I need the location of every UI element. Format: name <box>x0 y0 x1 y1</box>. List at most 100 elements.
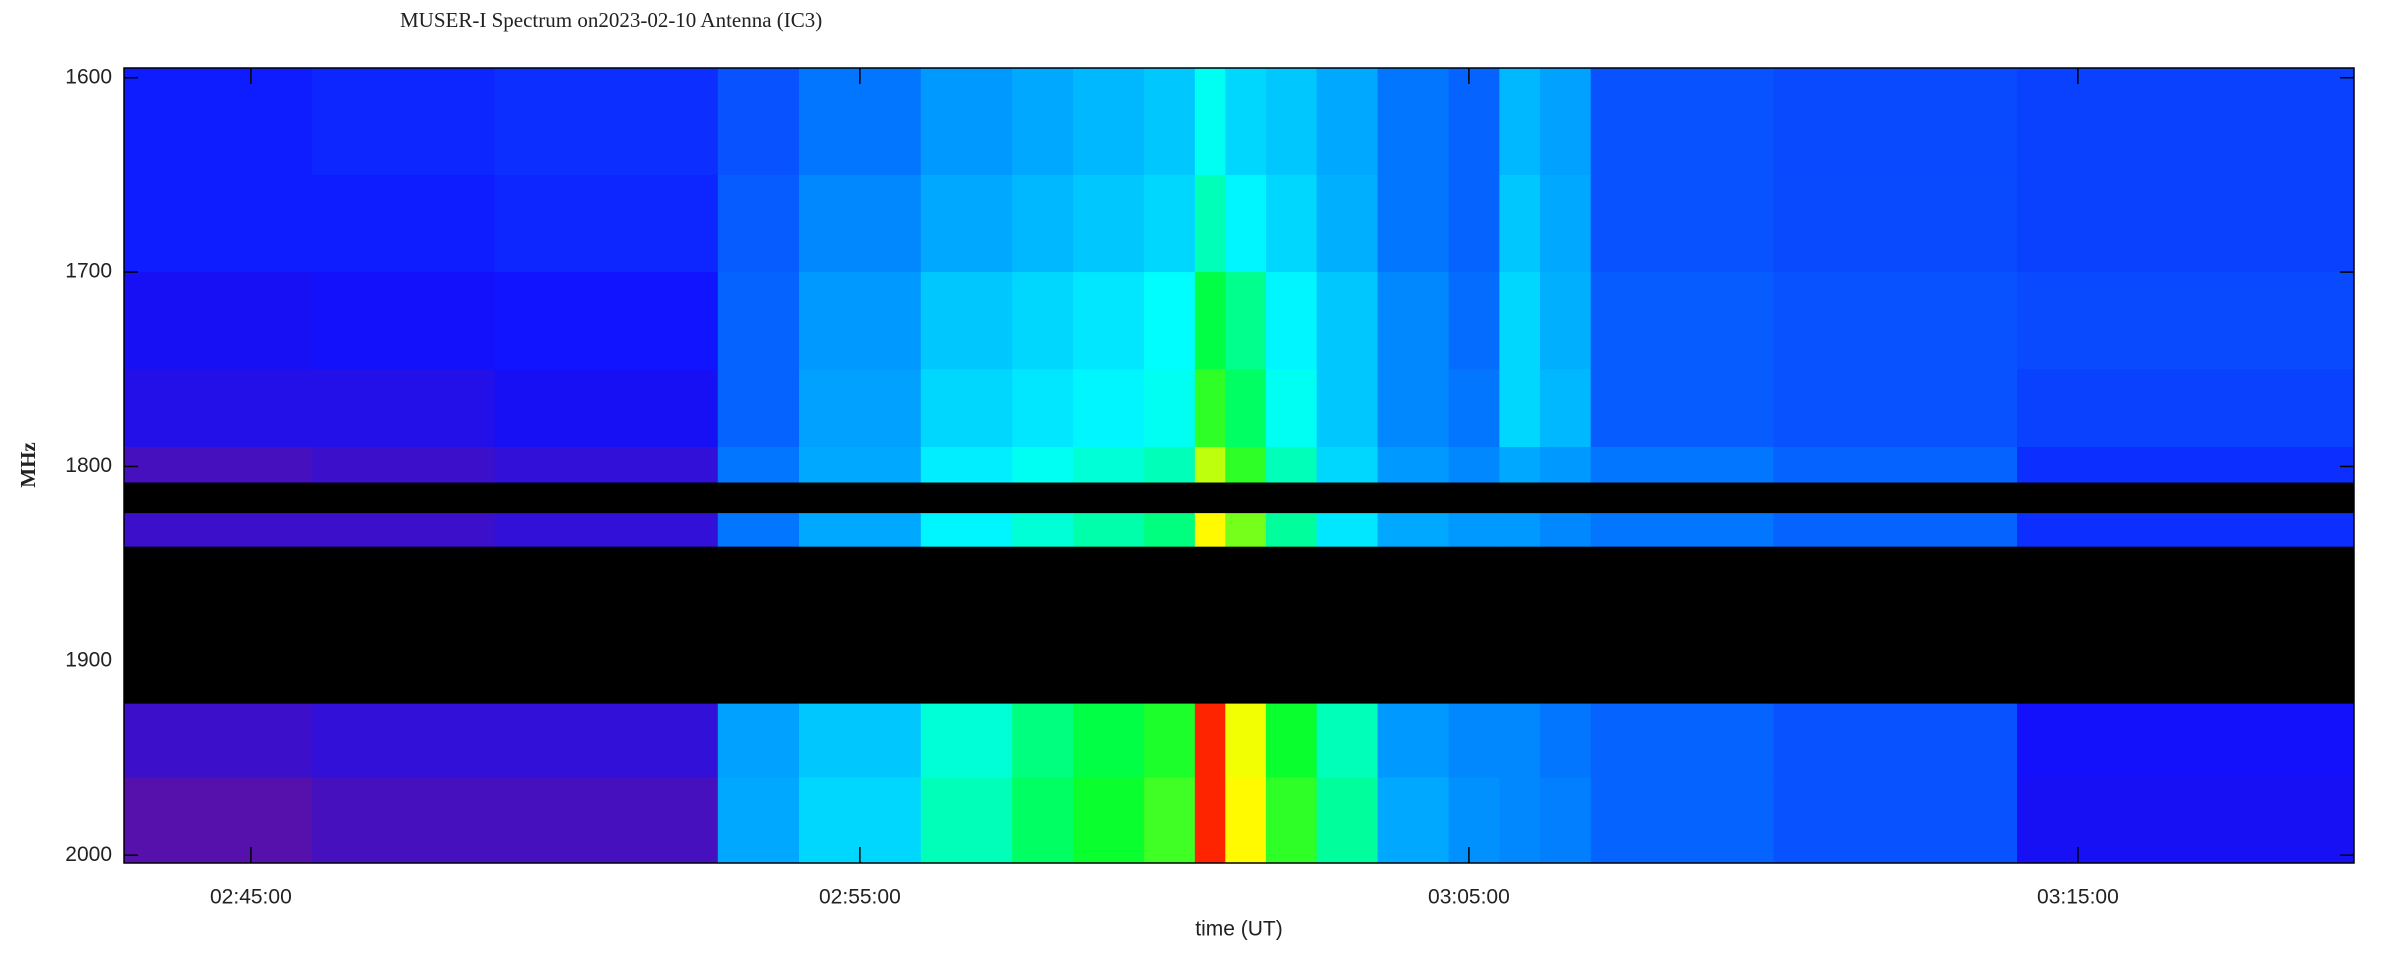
heatmap-cell <box>717 513 800 547</box>
heatmap-cell <box>1539 174 1592 273</box>
heatmap-cell <box>1377 369 1450 448</box>
heatmap-cell <box>1265 447 1318 483</box>
heatmap-cell <box>717 174 800 273</box>
heatmap-cell <box>124 703 313 778</box>
y-axis-label: MHz <box>16 442 40 487</box>
heatmap-cell <box>124 68 313 176</box>
heatmap-cell <box>1194 369 1226 448</box>
heatmap-cell <box>1539 703 1592 778</box>
heatmap-cell <box>1265 703 1318 778</box>
heatmap-cell <box>920 174 1013 273</box>
heatmap-cell <box>1073 68 1145 176</box>
heatmap-cell <box>1773 777 2018 864</box>
heatmap-cell <box>1194 777 1226 864</box>
heatmap-cell <box>920 68 1013 176</box>
heatmap-cell <box>717 777 800 864</box>
y-tick-label: 1700 <box>65 260 112 283</box>
heatmap-cell <box>311 447 495 483</box>
heatmap-cell <box>2017 447 2355 483</box>
heatmap-cell <box>1499 447 1541 483</box>
heatmap-cell <box>1144 68 1196 176</box>
heatmap-cell <box>1225 174 1267 273</box>
heatmap-cell <box>311 369 495 448</box>
chart-title: MUSER-I Spectrum on2023-02-10 Antenna (I… <box>400 8 822 32</box>
heatmap-cell <box>2017 777 2355 864</box>
heatmap-cell <box>1590 174 1774 273</box>
heatmap-cell <box>1499 703 1541 778</box>
heatmap-cell <box>311 68 495 176</box>
heatmap-cell <box>1073 369 1145 448</box>
heatmap-cell <box>311 272 495 370</box>
heatmap-cell <box>1073 447 1145 483</box>
heatmap-cell <box>1225 369 1267 448</box>
heatmap-cell <box>798 68 922 176</box>
heatmap-cell <box>1448 777 1500 864</box>
heatmap-cell <box>2017 68 2355 176</box>
x-tick-label: 02:55:00 <box>819 886 901 909</box>
heatmap-cell <box>1073 703 1145 778</box>
heatmap-cell <box>1499 777 1541 864</box>
heatmap-cell <box>920 513 1013 547</box>
heatmap-cell <box>1012 272 1074 370</box>
heatmap-cell <box>1265 68 1318 176</box>
heatmap-cell <box>798 369 922 448</box>
heatmap-cell <box>494 68 719 176</box>
heatmap-cell <box>1539 68 1592 176</box>
heatmap-cell <box>1144 272 1196 370</box>
heatmap-cell <box>798 513 922 547</box>
heatmap-cell <box>920 272 1013 370</box>
heatmap-cell <box>1539 447 1592 483</box>
heatmap-cell <box>717 447 800 483</box>
heatmap-cell <box>1073 513 1145 547</box>
heatmap-cell <box>1773 174 2018 273</box>
heatmap-cell <box>1144 703 1196 778</box>
heatmap-cell <box>494 777 719 864</box>
heatmap-cell <box>311 513 495 547</box>
heatmap-cell <box>1377 68 1450 176</box>
heatmap-cell <box>1377 272 1450 370</box>
heatmap-cell <box>1316 777 1379 864</box>
heatmap-cell <box>494 513 719 547</box>
heatmap-cell <box>1073 777 1145 864</box>
heatmap-cell <box>798 174 922 273</box>
heatmap-cell <box>1225 447 1267 483</box>
y-tick-label: 1800 <box>65 454 112 477</box>
heatmap-cell <box>1225 272 1267 370</box>
heatmap-cell <box>1144 513 1196 547</box>
heatmap-cell <box>920 369 1013 448</box>
heatmap-cell <box>798 703 922 778</box>
heatmap-cell <box>124 513 313 547</box>
heatmap-cell <box>1377 174 1450 273</box>
heatmap-cell <box>1012 174 1074 273</box>
heatmap-cell <box>1316 369 1379 448</box>
heatmap-cell <box>798 447 922 483</box>
heatmap-cell <box>1377 447 1450 483</box>
heatmap-cell <box>2017 513 2355 547</box>
heatmap-cell <box>1225 777 1267 864</box>
y-tick-label: 1900 <box>65 648 112 671</box>
heatmap-cell <box>1590 703 1774 778</box>
heatmap-cell <box>1316 174 1379 273</box>
heatmap-cell <box>717 369 800 448</box>
heatmap-cell <box>1499 272 1541 370</box>
x-tick-label: 02:45:00 <box>210 886 292 909</box>
plot-frame <box>123 67 2355 864</box>
heatmap-cell <box>1194 513 1226 547</box>
heatmap-cell <box>1194 447 1226 483</box>
heatmap-cell <box>124 777 313 864</box>
x-tick-label: 03:15:00 <box>2037 886 2119 909</box>
heatmap-cell <box>1265 513 1318 547</box>
heatmap-cell <box>2017 703 2355 778</box>
heatmap-cell <box>2017 272 2355 370</box>
heatmap-cell <box>1448 272 1500 370</box>
heatmap-cell <box>1144 369 1196 448</box>
heatmap-cell <box>2017 369 2355 448</box>
heatmap-cell <box>1012 447 1074 483</box>
heatmap-cell <box>124 272 313 370</box>
heatmap-cell <box>1194 174 1226 273</box>
x-axis-label: time (UT) <box>1195 918 1283 941</box>
heatmap-cell <box>1194 703 1226 778</box>
heatmap-cell <box>1448 68 1500 176</box>
heatmap-cell <box>494 703 719 778</box>
